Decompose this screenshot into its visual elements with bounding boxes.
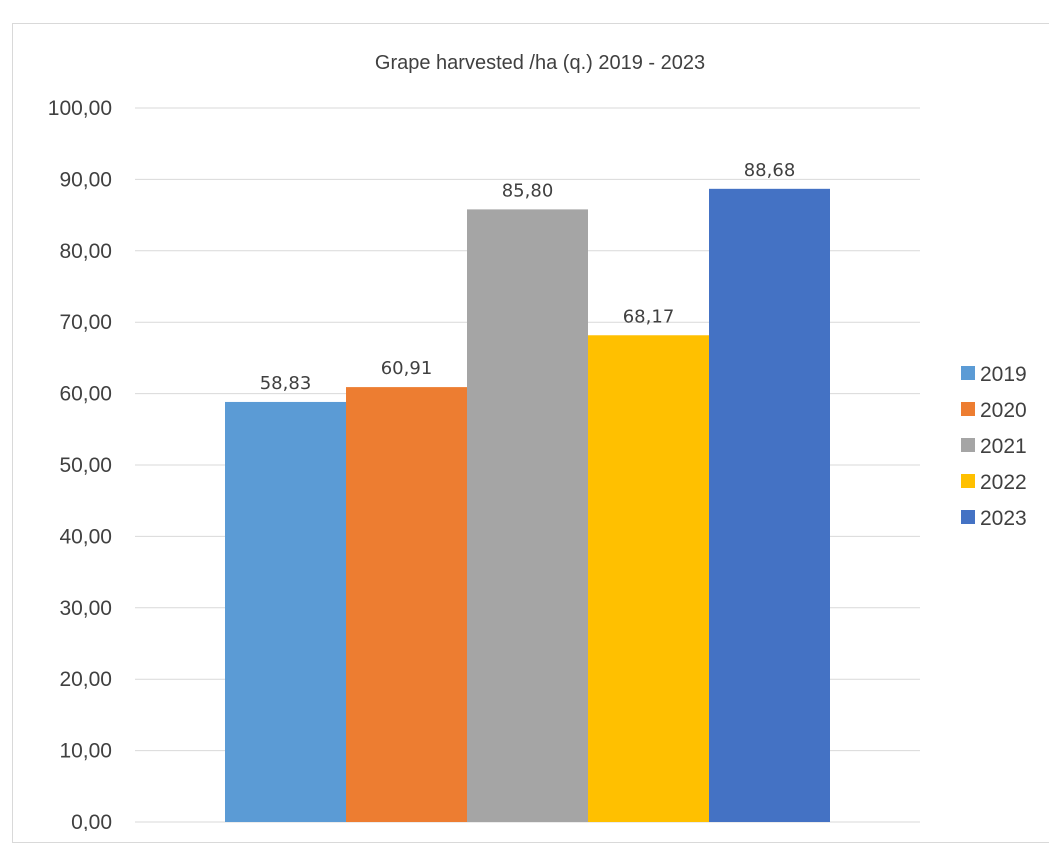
data-label-2021: 85,80 (502, 180, 554, 201)
bar-2023 (709, 189, 830, 822)
y-tick-label: 30,00 (59, 597, 112, 620)
legend-entry-2023: 2023 (980, 507, 1027, 530)
bar-2019 (225, 402, 346, 822)
data-label-2023: 88,68 (744, 160, 796, 181)
y-axis-ticks: 0,00 10,00 20,00 30,00 40,00 50,00 60,00 70,00 8… (48, 97, 112, 831)
y-tick-label: 70,00 (59, 311, 112, 334)
y-tick-label: 100,00 (48, 97, 112, 120)
legend-entry-2020: 2020 (980, 399, 1027, 422)
y-tick-label: 10,00 (59, 740, 112, 763)
bar-2020 (346, 387, 467, 822)
legend-swatch-2020 (961, 402, 975, 416)
y-tick-label: 50,00 (59, 454, 112, 477)
legend-entry-2019: 2019 (980, 363, 1027, 386)
bars (225, 189, 830, 822)
legend: 2019 2020 2021 2022 2023 (961, 363, 1027, 530)
y-tick-label: 0,00 (71, 811, 112, 831)
data-label-2022: 68,17 (623, 306, 675, 327)
y-tick-label: 60,00 (59, 383, 112, 406)
data-label-2019: 58,83 (260, 373, 312, 394)
chart-title: Grape harvested /ha (q.) 2019 - 2023 (375, 52, 705, 74)
bar-2022 (588, 335, 709, 822)
y-tick-label: 20,00 (59, 668, 112, 691)
data-label-2020: 60,91 (381, 358, 433, 379)
legend-entry-2022: 2022 (980, 471, 1027, 494)
legend-swatch-2022 (961, 474, 975, 488)
y-tick-label: 40,00 (59, 525, 112, 548)
y-tick-label: 80,00 (59, 240, 112, 263)
bar-2021 (467, 209, 588, 822)
legend-entry-2021: 2021 (980, 435, 1027, 458)
y-tick-label: 90,00 (59, 168, 112, 191)
legend-swatch-2023 (961, 510, 975, 524)
legend-swatch-2019 (961, 366, 975, 380)
legend-swatch-2021 (961, 438, 975, 452)
